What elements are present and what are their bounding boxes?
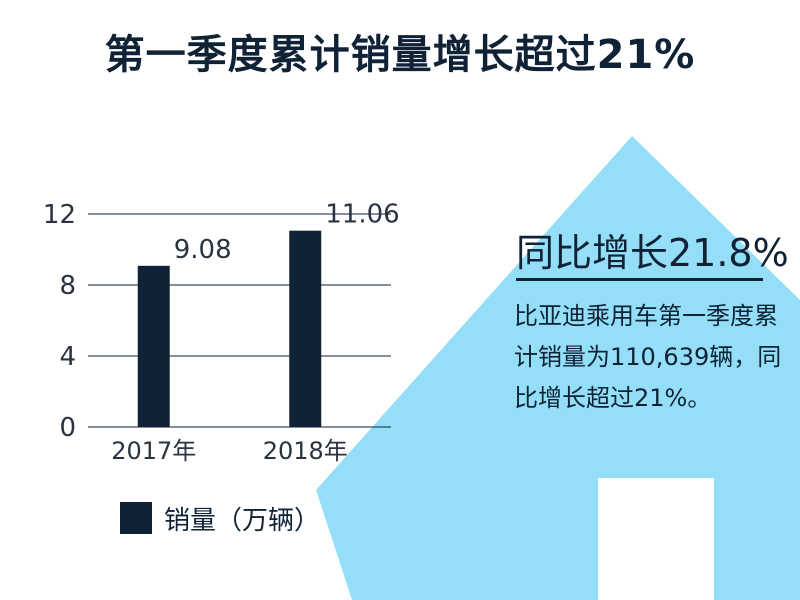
y-tick-label: 0 bbox=[59, 413, 76, 443]
y-tick-label: 4 bbox=[59, 342, 76, 372]
x-category-label: 2018年 bbox=[263, 437, 348, 465]
background-arrow bbox=[316, 136, 800, 600]
bar bbox=[289, 230, 322, 427]
page-title: 第一季度累计销量增长超过21% bbox=[104, 32, 696, 78]
growth-highlight: 同比增长21.8% bbox=[516, 231, 789, 275]
legend-swatch bbox=[120, 502, 152, 534]
chart-legend: 销量（万辆） bbox=[120, 500, 320, 536]
y-tick-label: 8 bbox=[59, 271, 76, 301]
x-category-label: 2017年 bbox=[111, 437, 196, 465]
highlight-underline bbox=[516, 278, 763, 281]
legend-label: 销量（万辆） bbox=[164, 505, 321, 536]
data-label: 11.06 bbox=[325, 200, 399, 230]
description-text: 比亚迪乘用车第一季度累计销量为110,639辆，同比增长超过21%。 bbox=[514, 302, 782, 412]
y-tick-label: 12 bbox=[43, 200, 76, 230]
data-label: 9.08 bbox=[174, 235, 232, 265]
bar bbox=[137, 265, 170, 427]
